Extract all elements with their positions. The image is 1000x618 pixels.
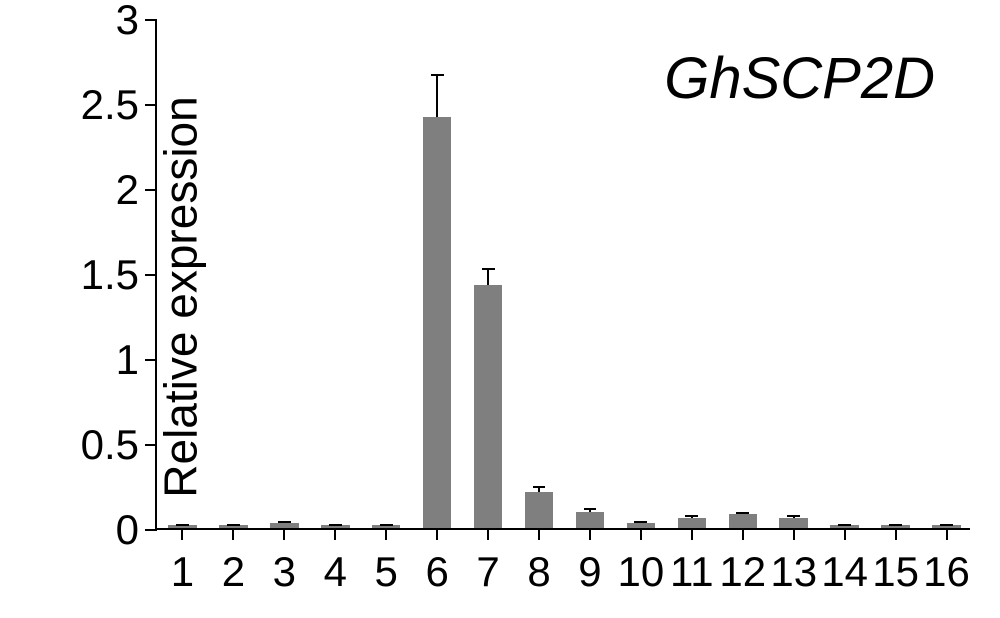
x-tick-label: 6 bbox=[425, 528, 448, 596]
x-tick-label: 13 bbox=[770, 528, 817, 596]
y-tick-label: 2.5 bbox=[81, 81, 157, 129]
error-bar bbox=[685, 515, 698, 518]
error-bar bbox=[482, 268, 495, 285]
bar bbox=[372, 525, 401, 528]
y-tick-label: 1.5 bbox=[81, 251, 157, 299]
x-tick-label: 2 bbox=[222, 528, 245, 596]
error-bar bbox=[584, 508, 597, 511]
error-bar bbox=[940, 524, 953, 526]
y-tick-label: 2 bbox=[116, 166, 157, 214]
error-bar bbox=[380, 524, 393, 526]
plot-area: 00.511.522.5312345678910111213141516 bbox=[155, 20, 970, 530]
error-bar bbox=[889, 524, 902, 526]
error-bar bbox=[787, 515, 800, 518]
error-bar bbox=[634, 521, 647, 523]
bar bbox=[627, 523, 656, 528]
error-bar bbox=[278, 521, 291, 523]
bar bbox=[830, 525, 859, 528]
error-bar bbox=[736, 512, 749, 515]
error-bar bbox=[227, 524, 240, 526]
y-tick-label: 0 bbox=[116, 506, 157, 554]
error-bar bbox=[838, 524, 851, 526]
x-tick-label: 1 bbox=[171, 528, 194, 596]
bar bbox=[321, 525, 350, 528]
bar bbox=[779, 518, 808, 528]
bar bbox=[525, 492, 554, 528]
bar bbox=[678, 518, 707, 528]
error-bar bbox=[431, 74, 444, 117]
bar bbox=[729, 514, 758, 528]
x-tick-label: 14 bbox=[821, 528, 868, 596]
x-tick-label: 4 bbox=[324, 528, 347, 596]
y-tick-label: 1 bbox=[116, 336, 157, 384]
x-tick-label: 11 bbox=[670, 528, 714, 596]
x-tick-label: 12 bbox=[719, 528, 766, 596]
bar bbox=[270, 523, 299, 528]
x-tick-label: 8 bbox=[527, 528, 550, 596]
y-tick-label: 0.5 bbox=[81, 421, 157, 469]
error-bar bbox=[176, 524, 189, 526]
x-tick-label: 10 bbox=[618, 528, 665, 596]
bar bbox=[932, 525, 961, 528]
bar bbox=[423, 117, 452, 528]
bar bbox=[576, 512, 605, 528]
bar bbox=[474, 285, 503, 528]
bar bbox=[881, 525, 910, 528]
bar bbox=[168, 525, 197, 528]
y-tick-label: 3 bbox=[116, 0, 157, 44]
x-tick-label: 15 bbox=[872, 528, 919, 596]
x-tick-label: 9 bbox=[578, 528, 601, 596]
x-tick-label: 7 bbox=[476, 528, 499, 596]
x-tick-label: 5 bbox=[375, 528, 398, 596]
bar bbox=[219, 525, 248, 528]
expression-bar-chart: Relative expression GhSCP2D 00.511.522.5… bbox=[35, 10, 985, 575]
x-tick-label: 16 bbox=[923, 528, 970, 596]
error-bar bbox=[329, 524, 342, 526]
x-tick-label: 3 bbox=[273, 528, 296, 596]
error-bar bbox=[533, 486, 546, 492]
